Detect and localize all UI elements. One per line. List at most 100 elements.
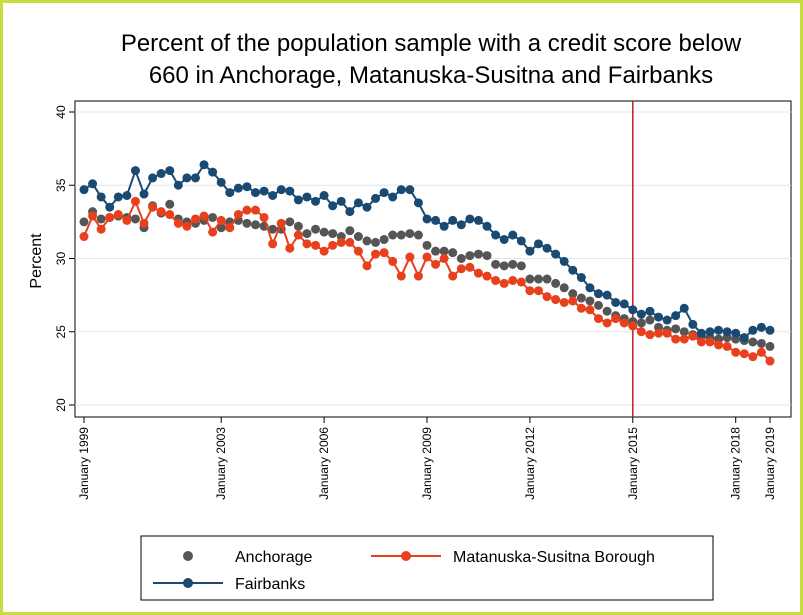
data-point	[456, 220, 466, 230]
data-point	[671, 324, 681, 334]
data-point	[190, 173, 200, 183]
data-point	[268, 224, 278, 234]
data-point	[585, 305, 595, 315]
data-point	[405, 229, 415, 239]
data-point	[362, 202, 372, 212]
data-point	[328, 229, 338, 239]
data-point	[413, 198, 423, 208]
data-point	[319, 246, 329, 256]
data-point	[242, 205, 252, 215]
data-point	[696, 337, 706, 347]
data-point	[173, 218, 183, 228]
x-tick-label: January 1999	[77, 427, 91, 500]
data-point	[216, 223, 226, 233]
data-point	[285, 186, 295, 196]
data-point	[456, 264, 466, 274]
data-point	[293, 221, 303, 231]
data-point	[413, 230, 423, 240]
data-point	[105, 212, 115, 222]
data-point	[619, 318, 629, 328]
data-point	[448, 248, 458, 258]
data-point	[679, 303, 689, 313]
data-point	[551, 249, 561, 259]
data-point	[293, 230, 303, 240]
x-tick-label: January 2019	[763, 427, 777, 500]
data-point	[362, 261, 372, 271]
data-point	[508, 259, 518, 269]
data-point	[499, 234, 509, 244]
data-point	[96, 224, 106, 234]
data-point	[190, 214, 200, 224]
data-point	[542, 243, 552, 253]
data-point	[328, 201, 338, 211]
data-point	[748, 352, 758, 362]
data-point	[422, 252, 432, 262]
data-point	[293, 195, 303, 205]
data-point	[473, 268, 483, 278]
data-point	[491, 259, 501, 269]
data-point	[542, 274, 552, 284]
data-point	[525, 246, 535, 256]
data-point	[268, 239, 278, 249]
data-point	[251, 220, 260, 230]
data-point	[705, 327, 715, 337]
data-point	[568, 296, 578, 306]
data-point	[311, 196, 321, 206]
data-point	[165, 210, 175, 220]
data-point	[130, 214, 140, 224]
data-point	[456, 254, 466, 263]
data-point	[182, 173, 192, 183]
data-point	[371, 249, 381, 259]
data-point	[576, 293, 586, 303]
data-point	[525, 274, 535, 284]
data-point	[88, 211, 98, 221]
data-point	[576, 273, 586, 283]
legend-label: Matanuska-Susitna Borough	[453, 549, 655, 566]
data-point	[396, 185, 406, 195]
data-point	[645, 330, 655, 340]
data-point	[113, 192, 123, 202]
legend-marker	[183, 551, 193, 561]
data-point	[405, 185, 415, 195]
data-point	[251, 188, 260, 198]
data-point	[173, 180, 183, 190]
data-point	[654, 312, 664, 322]
data-point	[233, 183, 243, 193]
data-point	[276, 185, 286, 195]
data-point	[79, 217, 89, 227]
data-point	[345, 237, 355, 247]
data-point	[756, 322, 766, 332]
data-point	[576, 303, 586, 313]
data-point	[679, 327, 689, 337]
data-point	[268, 191, 278, 201]
data-point	[362, 236, 372, 246]
data-point	[388, 192, 398, 202]
x-tick-label: January 2015	[626, 427, 640, 500]
data-point	[431, 215, 441, 225]
data-point	[473, 249, 483, 259]
data-point	[259, 212, 269, 222]
data-point	[482, 221, 492, 231]
data-point	[585, 296, 595, 306]
data-point	[353, 232, 363, 242]
data-point	[130, 166, 140, 176]
data-point	[182, 221, 192, 231]
data-point	[533, 239, 543, 249]
data-point	[319, 227, 329, 237]
data-point	[568, 265, 578, 275]
data-point	[302, 229, 312, 239]
x-tick-label: January 2009	[420, 427, 434, 500]
chart-title: 660 in Anchorage, Matanuska-Susitna and …	[149, 62, 713, 89]
data-point	[388, 256, 398, 266]
data-point	[568, 289, 578, 299]
y-tick-label: 25	[54, 325, 68, 339]
data-point	[379, 234, 389, 244]
data-point	[628, 305, 638, 315]
x-tick-label: January 2018	[729, 427, 743, 500]
data-point	[714, 325, 724, 335]
y-tick-label: 40	[54, 105, 68, 119]
data-point	[422, 240, 432, 250]
data-point	[396, 271, 406, 281]
data-point	[739, 333, 749, 343]
